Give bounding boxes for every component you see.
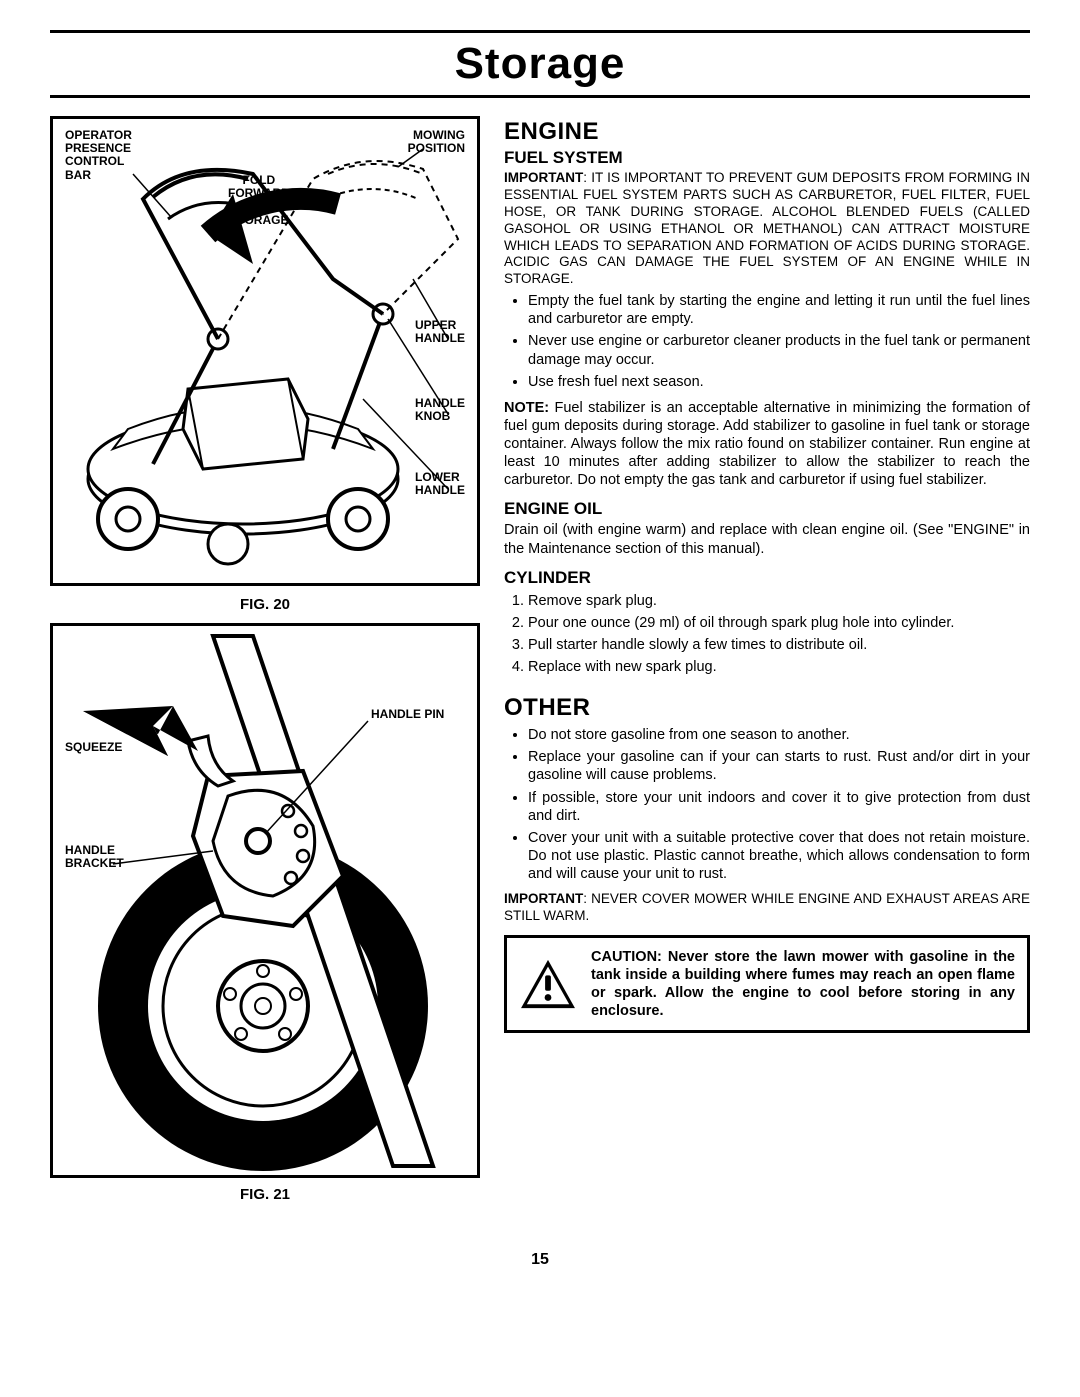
heading-engine-oil: ENGINE OIL bbox=[504, 499, 1030, 519]
label-handle-knob: HANDLE KNOB bbox=[415, 397, 465, 423]
list-item: Pull starter handle slowly a few times t… bbox=[528, 636, 1030, 654]
label-squeeze: SQUEEZE bbox=[65, 741, 122, 754]
cylinder-steps: Remove spark plug. Pour one ounce (29 ml… bbox=[504, 592, 1030, 677]
other-important-lead: IMPORTANT bbox=[504, 891, 583, 906]
page-title: Storage bbox=[50, 37, 1030, 95]
rule-bottom bbox=[50, 95, 1030, 98]
fuel-system-bullets: Empty the fuel tank by starting the engi… bbox=[504, 292, 1030, 391]
other-important: IMPORTANT: NEVER COVER MOWER WHILE ENGIN… bbox=[504, 891, 1030, 925]
caution-text: CAUTION: Never store the lawn mower with… bbox=[591, 948, 1015, 1021]
note-lead: NOTE: bbox=[504, 400, 549, 416]
label-operator-presence: OPERATOR PRESENCE CONTROL BAR bbox=[65, 129, 132, 182]
heading-engine: Engine bbox=[504, 118, 1030, 146]
warning-icon bbox=[519, 958, 577, 1010]
list-item: Remove spark plug. bbox=[528, 592, 1030, 610]
heading-cylinder: CYLINDER bbox=[504, 568, 1030, 588]
list-item: Use fresh fuel next season. bbox=[528, 373, 1030, 391]
list-item: Do not store gasoline from one season to… bbox=[528, 726, 1030, 744]
caution-lead: CAUTION: bbox=[591, 949, 662, 965]
heading-fuel-system: FUEL SYSTEM bbox=[504, 148, 1030, 168]
other-important-text: : NEVER COVER MOWER WHILE ENGINE AND EXH… bbox=[504, 891, 1030, 923]
figure-20-box: OPERATOR PRESENCE CONTROL BAR MOWING POS… bbox=[50, 116, 480, 586]
label-handle-pin: HANDLE PIN bbox=[371, 708, 444, 721]
important-lead: IMPORTANT bbox=[504, 170, 583, 185]
fuel-system-important: IMPORTANT: IT IS IMPORTANT TO PREVENT GU… bbox=[504, 170, 1030, 288]
right-column: Engine FUEL SYSTEM IMPORTANT: IT IS IMPO… bbox=[504, 116, 1030, 1211]
list-item: Replace your gasoline can if your can st… bbox=[528, 748, 1030, 784]
figure-21-caption: FIG. 21 bbox=[50, 1186, 480, 1203]
list-item: Replace with new spark plug. bbox=[528, 658, 1030, 676]
list-item: Cover your unit with a suitable protecti… bbox=[528, 829, 1030, 883]
label-fold-forward: FOLD FORWARD FOR STORAGE bbox=[228, 174, 290, 227]
list-item: If possible, store your unit indoors and… bbox=[528, 789, 1030, 825]
figure-20-caption: FIG. 20 bbox=[50, 596, 480, 613]
page-number: 15 bbox=[50, 1251, 1030, 1269]
content-columns: OPERATOR PRESENCE CONTROL BAR MOWING POS… bbox=[50, 116, 1030, 1211]
note-text: Fuel stabilizer is an acceptable alterna… bbox=[504, 400, 1030, 489]
list-item: Pour one ounce (29 ml) of oil through sp… bbox=[528, 614, 1030, 632]
rule-top bbox=[50, 30, 1030, 33]
caution-box: CAUTION: Never store the lawn mower with… bbox=[504, 935, 1030, 1034]
engine-oil-text: Drain oil (with engine warm) and replace… bbox=[504, 521, 1030, 557]
left-column: OPERATOR PRESENCE CONTROL BAR MOWING POS… bbox=[50, 116, 480, 1211]
label-handle-bracket: HANDLE BRACKET bbox=[65, 844, 124, 870]
heading-other: Other bbox=[504, 694, 1030, 722]
important-text: : IT IS IMPORTANT TO PREVENT GUM DEPOSIT… bbox=[504, 170, 1030, 286]
other-bullets: Do not store gasoline from one season to… bbox=[504, 726, 1030, 883]
label-lower-handle: LOWER HANDLE bbox=[415, 471, 465, 497]
list-item: Never use engine or carburetor cleaner p… bbox=[528, 332, 1030, 368]
fuel-system-note: NOTE: Fuel stabilizer is an acceptable a… bbox=[504, 399, 1030, 490]
label-upper-handle: UPPER HANDLE bbox=[415, 319, 465, 345]
figure-21-box: SQUEEZE HANDLE PIN HANDLE BRACKET bbox=[50, 623, 480, 1178]
list-item: Empty the fuel tank by starting the engi… bbox=[528, 292, 1030, 328]
label-mowing-position: MOWING POSITION bbox=[408, 129, 465, 155]
